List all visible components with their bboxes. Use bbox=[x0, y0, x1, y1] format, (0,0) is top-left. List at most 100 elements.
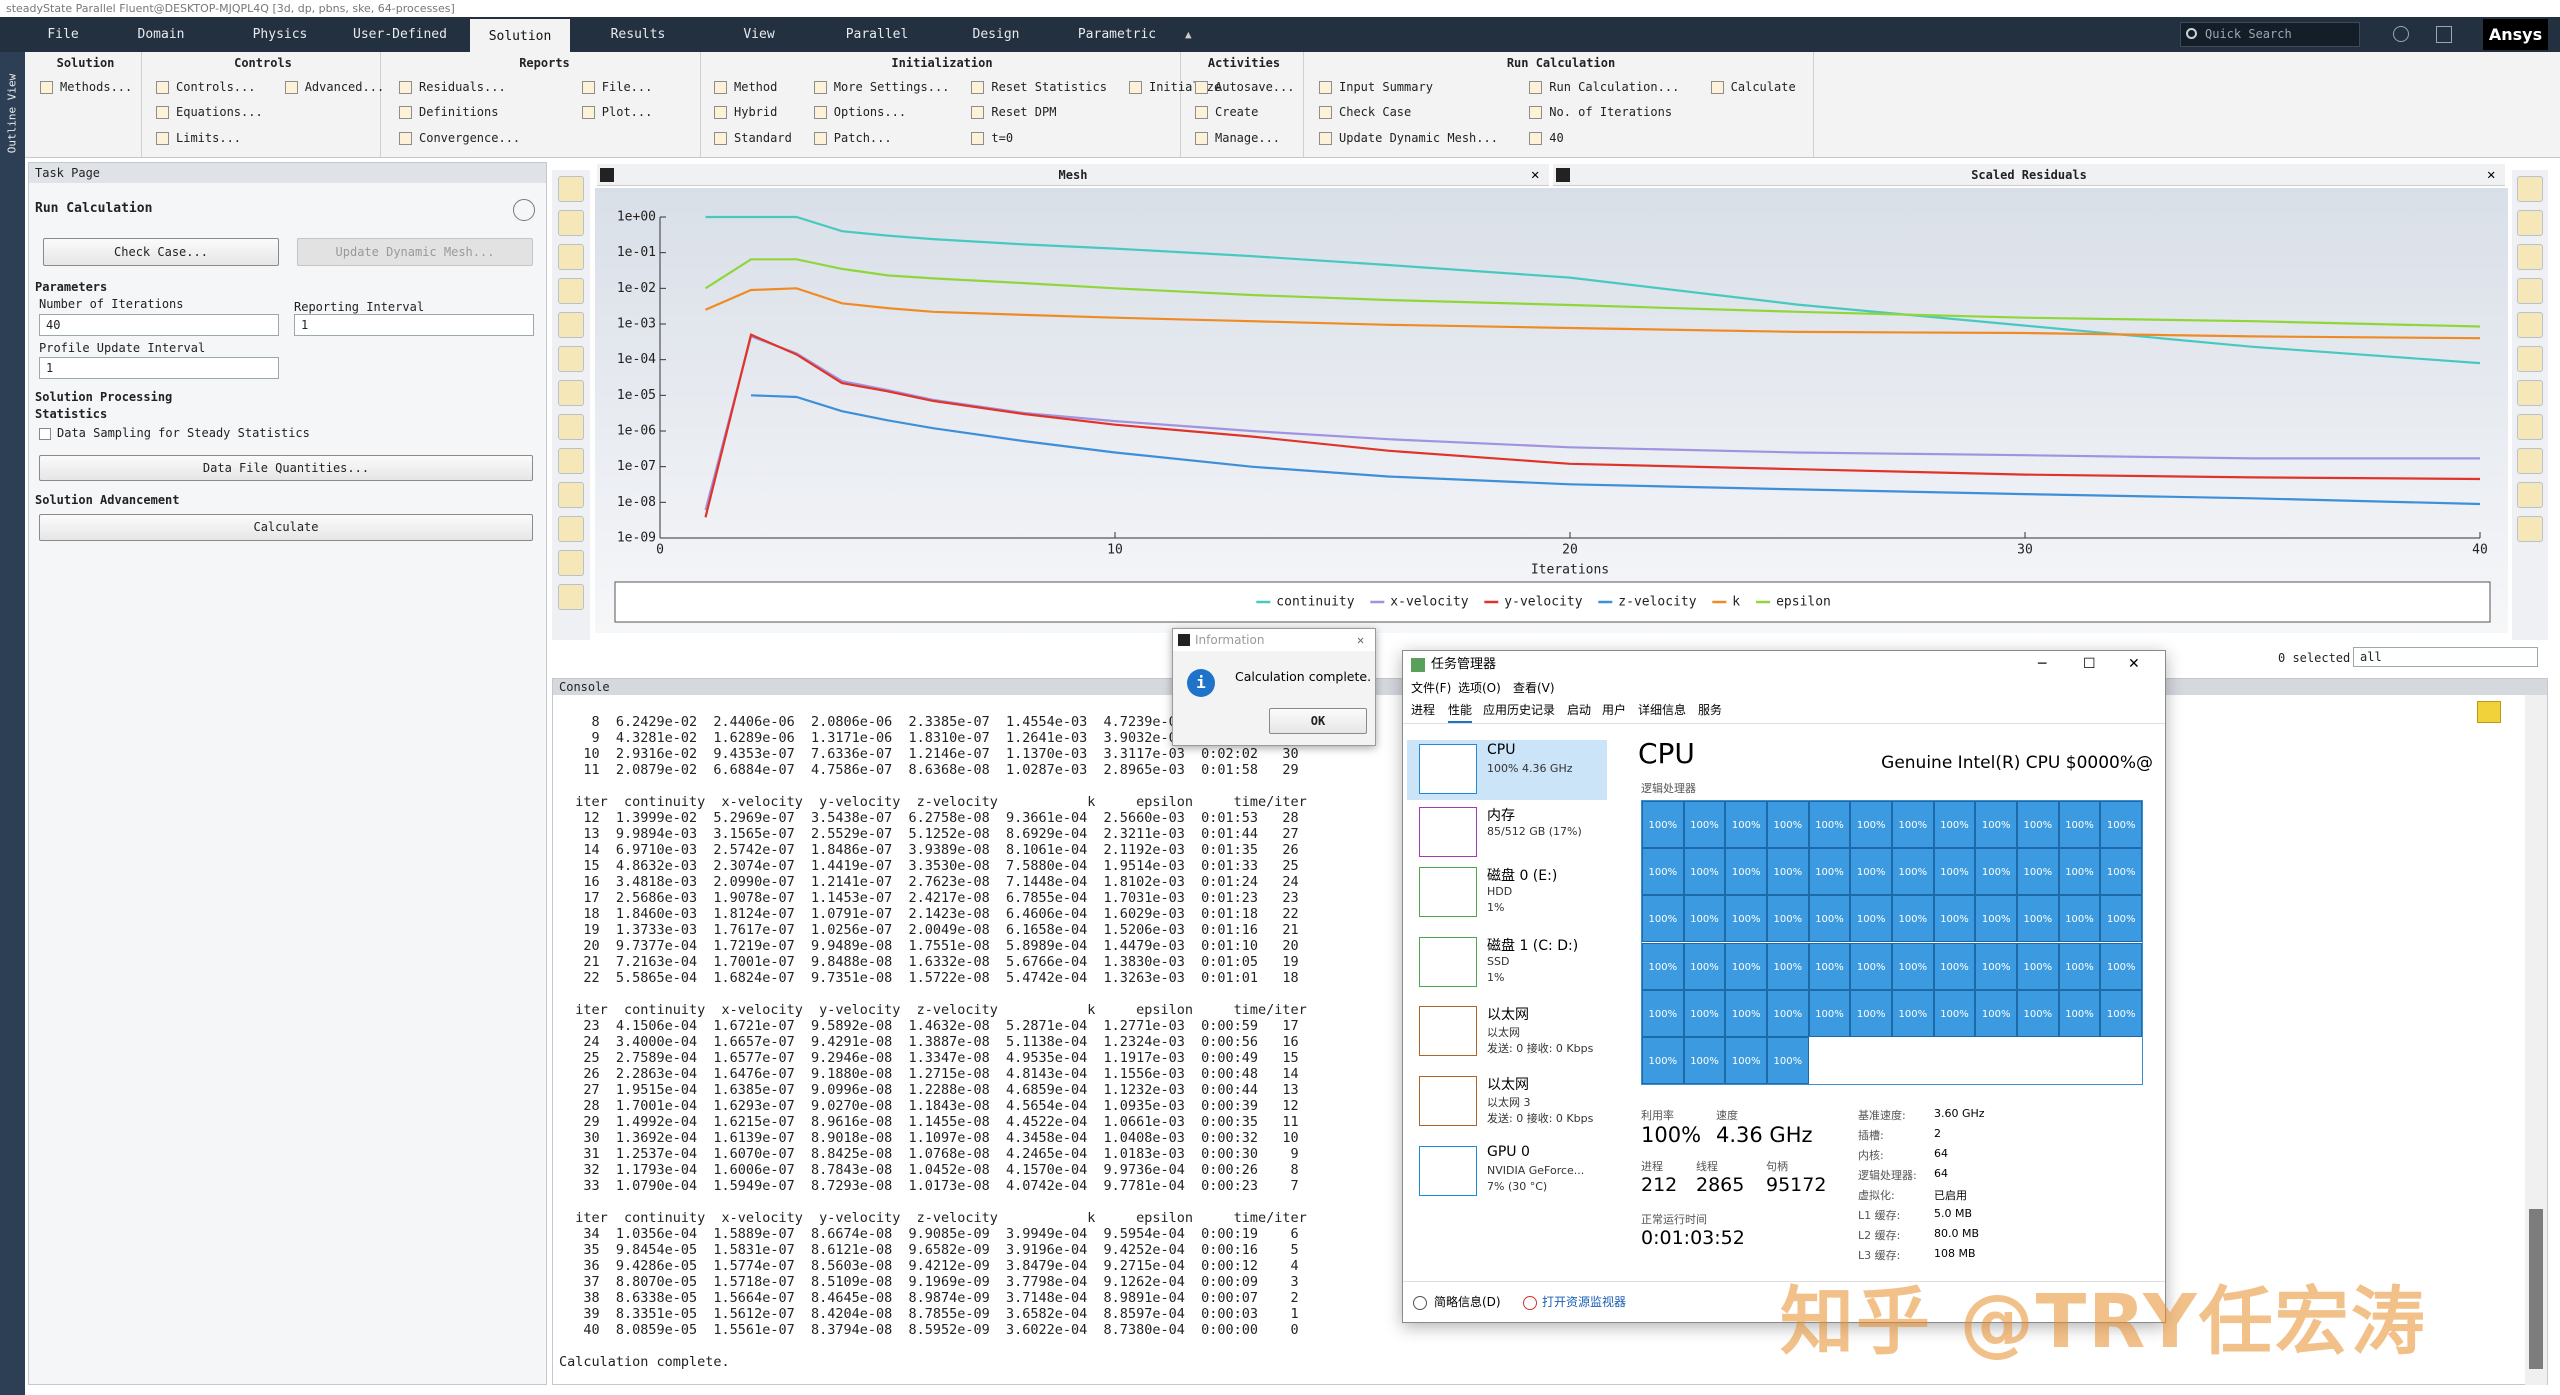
ribbon-item[interactable]: Options... bbox=[813, 101, 950, 126]
ribbon-item[interactable]: Autosave... bbox=[1195, 76, 1295, 101]
ribbon-item[interactable]: Create bbox=[1195, 101, 1295, 126]
tool-button[interactable] bbox=[558, 550, 584, 576]
tm-menu-item[interactable]: 文件(F) bbox=[1411, 681, 1452, 695]
window-control[interactable]: ✕ bbox=[2128, 656, 2140, 672]
tool-button[interactable] bbox=[2517, 346, 2543, 372]
tm-sidebar-item[interactable]: GPU 0 NVIDIA GeForce... 7% (30 °C) bbox=[1407, 1142, 1607, 1202]
menu-tab[interactable]: Solution bbox=[470, 19, 570, 52]
filter-dropdown[interactable]: all bbox=[2353, 647, 2538, 667]
tool-button[interactable] bbox=[558, 278, 584, 304]
close-button[interactable]: ✕ bbox=[2487, 167, 2496, 183]
close-button[interactable]: ✕ bbox=[1531, 167, 1540, 183]
ribbon-item[interactable]: Input Summary bbox=[1319, 76, 1507, 101]
ribbon-item[interactable]: Definitions bbox=[399, 101, 560, 126]
menu-tab[interactable]: Physics bbox=[252, 27, 308, 42]
menu-tab[interactable]: Parametric bbox=[1077, 27, 1157, 42]
check-case-button[interactable]: Check Case... bbox=[43, 238, 279, 266]
help-button[interactable] bbox=[513, 199, 535, 221]
ribbon-item[interactable]: Calculate bbox=[1710, 76, 1805, 101]
menu-tab[interactable]: Design bbox=[972, 27, 1020, 42]
ribbon-item[interactable]: Methods... bbox=[40, 76, 133, 101]
ribbon-item[interactable]: Run Calculation... bbox=[1529, 76, 1688, 101]
ribbon-item[interactable]: Plot... bbox=[581, 101, 692, 126]
tm-sidebar-item[interactable]: 内存 85/512 GB (17%) bbox=[1407, 803, 1607, 863]
ribbon-item[interactable]: Check Case bbox=[1319, 101, 1507, 126]
tm-tab[interactable]: 用户 bbox=[1602, 703, 1627, 717]
ribbon-item[interactable]: Residuals... bbox=[399, 76, 560, 101]
ribbon-item[interactable]: Reset DPM bbox=[971, 101, 1107, 126]
tool-button[interactable] bbox=[558, 210, 584, 236]
menu-tab[interactable]: User-Defined bbox=[353, 27, 447, 42]
tm-sidebar-item[interactable]: 以太网 以太网 发送: 0 接收: 0 Kbps bbox=[1407, 1002, 1607, 1062]
data-file-button[interactable]: Data File Quantities... bbox=[39, 455, 533, 481]
tm-menu-item[interactable]: 查看(V) bbox=[1513, 681, 1555, 695]
tool-button[interactable] bbox=[558, 482, 584, 508]
ribbon-item[interactable]: Advanced... bbox=[284, 76, 384, 101]
profile-input[interactable]: 1 bbox=[39, 357, 279, 379]
tm-tab[interactable]: 详细信息 bbox=[1638, 703, 1687, 717]
tool-button[interactable] bbox=[2517, 448, 2543, 474]
calculate-button[interactable]: Calculate bbox=[39, 514, 533, 541]
tool-button[interactable] bbox=[558, 312, 584, 338]
ribbon-item[interactable]: t=0 bbox=[971, 127, 1107, 152]
tool-button[interactable] bbox=[2517, 516, 2543, 542]
tool-button[interactable] bbox=[558, 176, 584, 202]
ribbon-item[interactable]: Standard bbox=[714, 127, 792, 152]
tm-sidebar-item[interactable]: 以太网 以太网 3 发送: 0 接收: 0 Kbps bbox=[1407, 1072, 1607, 1132]
window-control[interactable]: ─ bbox=[2038, 656, 2047, 672]
menu-tab[interactable]: File bbox=[47, 27, 79, 42]
menu-tab[interactable]: Results bbox=[610, 27, 666, 42]
tm-sidebar-item[interactable]: 磁盘 1 (C: D:) SSD 1% bbox=[1407, 933, 1607, 993]
tool-button[interactable] bbox=[558, 244, 584, 270]
ribbon-item[interactable]: Manage... bbox=[1195, 127, 1295, 152]
tool-button[interactable] bbox=[2517, 482, 2543, 508]
ribbon-item[interactable]: File... bbox=[581, 76, 692, 101]
menu-tab[interactable]: Domain bbox=[137, 27, 185, 42]
tool-button[interactable] bbox=[558, 516, 584, 542]
tool-button[interactable] bbox=[558, 380, 584, 406]
ribbon-item[interactable]: Controls... bbox=[156, 76, 263, 101]
dialog-ok-button[interactable]: OK bbox=[1269, 708, 1367, 734]
layout-icon[interactable] bbox=[2436, 26, 2452, 43]
ribbon-item[interactable]: Limits... bbox=[156, 127, 263, 152]
ribbon-item[interactable]: Equations... bbox=[156, 101, 263, 126]
tm-sidebar-item[interactable]: CPU 100% 4.36 GHz bbox=[1407, 740, 1607, 800]
menu-tab[interactable]: Parallel bbox=[845, 27, 909, 42]
tool-button[interactable] bbox=[2517, 176, 2543, 202]
ribbon-item[interactable]: Hybrid bbox=[714, 101, 792, 126]
ribbon-item[interactable]: Update Dynamic Mesh... bbox=[1319, 127, 1507, 152]
iterations-input[interactable]: 40 bbox=[39, 314, 279, 336]
ribbon-item[interactable]: Convergence... bbox=[399, 127, 560, 152]
tool-button[interactable] bbox=[2517, 210, 2543, 236]
tm-tab[interactable]: 服务 bbox=[1698, 703, 1723, 717]
tool-button[interactable] bbox=[558, 414, 584, 440]
outline-view-label[interactable]: Outline View bbox=[5, 73, 19, 154]
quick-search[interactable]: Quick Search bbox=[2180, 22, 2360, 47]
tm-resource-monitor[interactable]: 打开资源监视器 bbox=[1542, 1295, 1627, 1309]
ribbon-item[interactable]: Reset Statistics bbox=[971, 76, 1107, 101]
tm-tab[interactable]: 性能 bbox=[1448, 699, 1473, 723]
tool-button[interactable] bbox=[2517, 380, 2543, 406]
residuals-tab-title[interactable]: Scaled Residuals bbox=[1971, 168, 2087, 182]
ribbon-item[interactable]: Patch... bbox=[813, 127, 950, 152]
mesh-tab-title[interactable]: Mesh bbox=[1058, 168, 1088, 182]
console-scroll-thumb[interactable] bbox=[2529, 1209, 2543, 1369]
console-warning-icon[interactable] bbox=[2477, 701, 2501, 723]
tm-sidebar-item[interactable]: 磁盘 0 (E:) HDD 1% bbox=[1407, 863, 1607, 923]
ribbon-item[interactable]: No. of Iterations bbox=[1529, 101, 1688, 126]
update-mesh-button[interactable]: Update Dynamic Mesh... bbox=[297, 238, 533, 266]
tool-button[interactable] bbox=[558, 346, 584, 372]
tool-button[interactable] bbox=[2517, 312, 2543, 338]
menu-tab[interactable]: View bbox=[743, 27, 775, 42]
help-icon[interactable] bbox=[2393, 26, 2409, 42]
tool-button[interactable] bbox=[2517, 414, 2543, 440]
ribbon-item[interactable]: 40 bbox=[1529, 127, 1688, 152]
tm-tab[interactable]: 进程 bbox=[1411, 703, 1436, 717]
tool-button[interactable] bbox=[2517, 278, 2543, 304]
tool-button[interactable] bbox=[558, 584, 584, 610]
tm-tab[interactable]: 启动 bbox=[1567, 703, 1592, 717]
ribbon-item[interactable]: Method bbox=[714, 76, 792, 101]
tool-button[interactable] bbox=[2517, 244, 2543, 270]
reporting-input[interactable]: 1 bbox=[294, 314, 534, 336]
ribbon-item[interactable]: More Settings... bbox=[813, 76, 949, 101]
